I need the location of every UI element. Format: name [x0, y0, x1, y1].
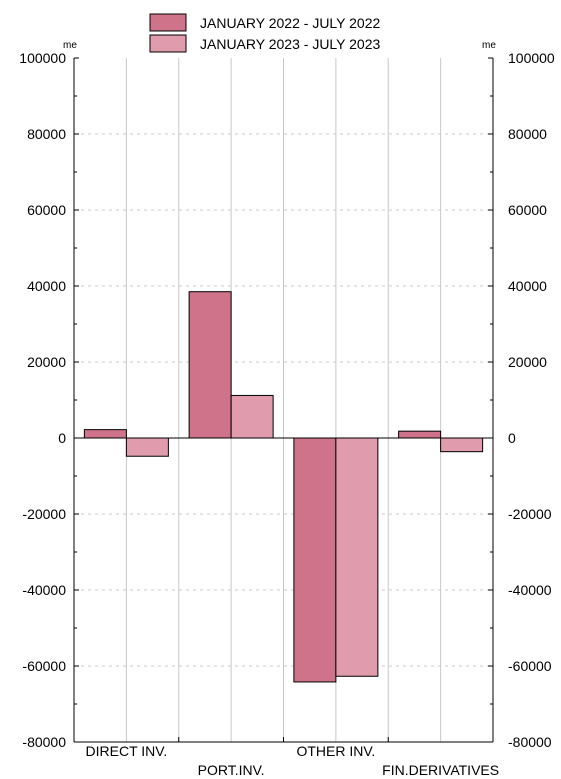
left-tick-label: -60000	[22, 658, 66, 674]
bar	[335, 437, 379, 677]
legend-swatch	[149, 34, 187, 53]
category-label: DIRECT INV.	[86, 743, 168, 759]
bar	[188, 291, 232, 439]
legend: JANUARY 2022 - JULY 2022 JANUARY 2023 - J…	[149, 13, 381, 53]
right-unit-label: me	[482, 40, 496, 51]
left-tick-label: -40000	[22, 582, 66, 598]
axes	[73, 57, 494, 743]
bar	[83, 429, 127, 439]
legend-label: JANUARY 2023 - JULY 2023	[200, 36, 381, 52]
grid-lines	[74, 58, 493, 742]
right-tick-label: -40000	[508, 582, 552, 598]
left-tick-label: 20000	[27, 354, 66, 370]
left-tick-label: -80000	[22, 734, 66, 750]
legend-label: JANUARY 2022 - JULY 2022	[200, 15, 381, 31]
left-tick-label: 60000	[27, 202, 66, 218]
left-tick-label: 40000	[27, 278, 66, 294]
bar	[125, 437, 169, 457]
bar	[230, 394, 274, 439]
right-tick-label: 40000	[508, 278, 547, 294]
right-tick-label: 80000	[508, 126, 547, 142]
right-tick-label: -20000	[508, 506, 552, 522]
category-label: OTHER INV.	[296, 743, 375, 759]
bar	[440, 437, 484, 453]
bars	[83, 291, 484, 683]
left-tick-label: 0	[58, 430, 66, 446]
right-tick-label: 20000	[508, 354, 547, 370]
left-unit-label: me	[63, 40, 77, 51]
bar	[398, 430, 442, 439]
left-tick-label: 80000	[27, 126, 66, 142]
axis-labels: -80000 -80000 -60000 -60000 -40000 -40000 -200…	[19, 40, 555, 778]
right-tick-label: -60000	[508, 658, 552, 674]
legend-swatch	[149, 13, 187, 32]
bar	[293, 437, 337, 683]
right-tick-label: 0	[508, 430, 516, 446]
category-label: FIN.DERIVATIVES	[382, 762, 499, 778]
right-tick-label: 60000	[508, 202, 547, 218]
right-tick-label: -80000	[508, 734, 552, 750]
right-tick-label: 100000	[508, 50, 555, 66]
left-tick-label: 100000	[19, 50, 66, 66]
category-label: PORT.INV.	[198, 762, 265, 778]
left-tick-label: -20000	[22, 506, 66, 522]
